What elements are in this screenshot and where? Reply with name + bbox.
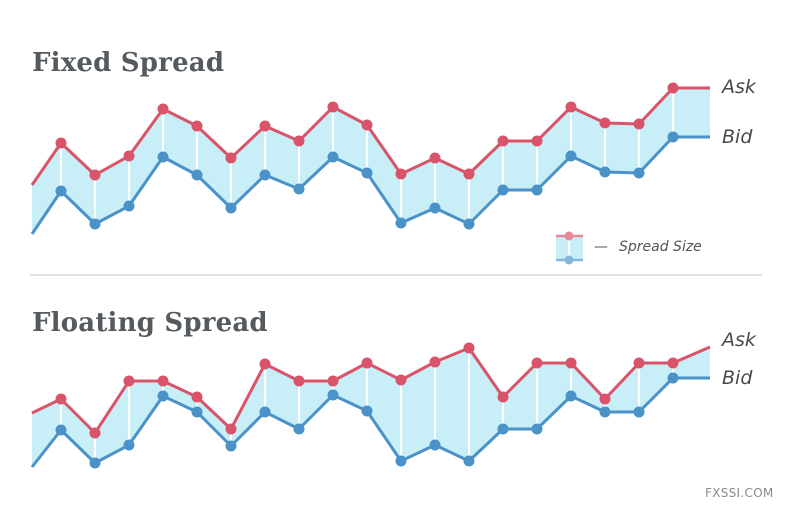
- bid-point: [599, 406, 611, 418]
- section-divider: [30, 274, 762, 276]
- bid-point: [667, 131, 679, 143]
- fixed-bid-label: Bid: [722, 126, 753, 148]
- ask-point: [667, 357, 679, 369]
- ask-point: [633, 118, 645, 130]
- spread-area: [32, 88, 710, 234]
- ask-point: [565, 101, 577, 113]
- ask-point: [463, 342, 475, 354]
- bid-point: [327, 389, 339, 401]
- bid-point: [565, 150, 577, 162]
- bid-point: [123, 200, 135, 212]
- bid-point: [463, 455, 475, 467]
- ask-point: [395, 168, 407, 180]
- ask-point: [361, 357, 373, 369]
- ask-point: [123, 375, 135, 387]
- bid-point: [89, 218, 101, 230]
- bid-point: [497, 184, 509, 196]
- bid-point: [89, 457, 101, 469]
- floating-bid-label: Bid: [722, 367, 753, 389]
- ask-point: [531, 135, 543, 147]
- ask-point: [89, 427, 101, 439]
- bid-point: [565, 390, 577, 402]
- ask-point: [157, 375, 169, 387]
- bid-point: [633, 167, 645, 179]
- ask-point: [463, 168, 475, 180]
- bid-point: [395, 217, 407, 229]
- ask-point: [429, 152, 441, 164]
- bid-point: [123, 439, 135, 451]
- ask-point: [55, 393, 67, 405]
- fixed-spread-title: Fixed Spread: [32, 48, 225, 78]
- bid-point: [531, 423, 543, 435]
- ask-point: [599, 393, 611, 405]
- ask-point: [667, 82, 679, 94]
- bid-point: [259, 169, 271, 181]
- ask-point: [531, 357, 543, 369]
- bid-point: [225, 440, 237, 452]
- spread-area: [32, 347, 710, 467]
- bid-point: [633, 406, 645, 418]
- bid-point: [225, 202, 237, 214]
- ask-point: [327, 375, 339, 387]
- ask-point: [157, 103, 169, 115]
- fixed-spread-chart: [30, 82, 710, 235]
- ask-point: [191, 120, 203, 132]
- bid-point: [531, 184, 543, 196]
- fixed-ask-label: Ask: [722, 76, 756, 98]
- bid-point: [497, 423, 509, 435]
- ask-point: [225, 152, 237, 164]
- watermark: FXSSI.COM: [705, 486, 774, 500]
- ask-point: [497, 391, 509, 403]
- bid-point: [293, 183, 305, 195]
- bid-point: [293, 423, 305, 435]
- ask-point: [123, 150, 135, 162]
- legend-dash: —: [594, 239, 608, 255]
- bid-point: [361, 405, 373, 417]
- floating-spread-chart: [30, 342, 711, 469]
- bid-point: [55, 424, 67, 436]
- ask-point: [361, 119, 373, 131]
- bid-point: [157, 390, 169, 402]
- ask-point: [293, 375, 305, 387]
- bid-point: [395, 455, 407, 467]
- ask-point: [633, 357, 645, 369]
- ask-point: [395, 374, 407, 386]
- ask-point: [599, 117, 611, 129]
- legend-label: Spread Size: [619, 239, 702, 255]
- ask-point: [565, 357, 577, 369]
- ask-point: [225, 423, 237, 435]
- floating-spread-title: Floating Spread: [32, 308, 268, 338]
- bid-point: [361, 167, 373, 179]
- bid-point: [191, 406, 203, 418]
- ask-point: [259, 358, 271, 370]
- ask-point: [191, 391, 203, 403]
- ask-point: [293, 135, 305, 147]
- bid-point: [55, 185, 67, 197]
- bid-point: [667, 372, 679, 384]
- ask-point: [327, 101, 339, 113]
- bid-point: [157, 151, 169, 163]
- bid-point: [463, 218, 475, 230]
- ask-point: [89, 169, 101, 181]
- ask-point: [259, 120, 271, 132]
- bid-point: [327, 151, 339, 163]
- bid-point: [429, 439, 441, 451]
- bid-point: [429, 202, 441, 214]
- bid-point: [599, 166, 611, 178]
- spread-size-legend-icon: [556, 231, 583, 265]
- bid-point: [191, 169, 203, 181]
- ask-point: [55, 137, 67, 149]
- floating-ask-label: Ask: [722, 329, 756, 351]
- ask-point: [497, 135, 509, 147]
- bid-point: [259, 406, 271, 418]
- ask-point: [429, 356, 441, 368]
